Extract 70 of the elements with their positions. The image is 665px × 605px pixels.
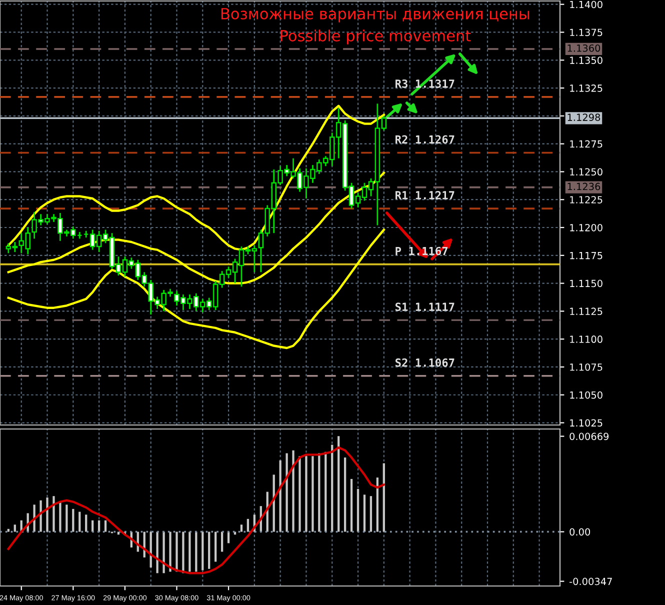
bar — [7, 528, 10, 532]
bar — [356, 488, 360, 532]
bar — [382, 463, 385, 532]
bar — [344, 458, 346, 532]
y-tick-label: 1.1175 — [570, 252, 602, 260]
y-tick-label: 1.1225 — [570, 196, 602, 204]
y-tick-label: 1.1400 — [570, 0, 602, 8]
bar — [220, 532, 224, 552]
y-tick-label: 1.1125 — [570, 308, 602, 316]
bar — [156, 532, 158, 574]
bar — [78, 512, 81, 532]
bar — [324, 452, 327, 532]
bar — [376, 478, 378, 532]
bar — [188, 532, 191, 572]
bar — [85, 514, 88, 532]
y-tick-label: 1.1150 — [570, 280, 602, 288]
y-tick-label: 0.00 — [570, 528, 590, 536]
y-tick-label: 1.1075 — [570, 363, 602, 371]
line-series — [7, 446, 386, 574]
y-tick-label: -0.00347 — [570, 578, 612, 586]
bar — [240, 524, 243, 532]
y-tick-label: 1.1250 — [570, 168, 602, 176]
bar — [169, 532, 172, 572]
annotation: S2 1.1067 — [396, 358, 454, 367]
chart-title: Возможные варианты движения цены — [221, 8, 530, 22]
bar — [104, 520, 107, 532]
y-tick-label: 1.1350 — [570, 56, 602, 64]
bar — [292, 450, 294, 532]
annotation: R2 1.1267 — [396, 135, 454, 144]
bar — [72, 508, 74, 532]
ref-line-label: 1.1236 — [568, 182, 600, 190]
bar — [246, 518, 250, 532]
y-tick-label: 1.1200 — [570, 224, 602, 232]
bar — [59, 502, 62, 532]
ref-line-label: 1.1298 — [568, 114, 600, 121]
bar — [298, 456, 301, 532]
y-tick-label: 0.00669 — [570, 432, 609, 440]
y-tick-label: 1.1375 — [570, 28, 602, 36]
bar — [52, 496, 55, 532]
bar — [46, 498, 48, 532]
bar — [14, 524, 16, 532]
y-tick-label: 1.1050 — [570, 391, 602, 399]
y-tick-label: 1.1325 — [570, 84, 602, 92]
bar — [331, 444, 334, 532]
line-series — [7, 228, 386, 350]
text: Possible price movement — [280, 30, 471, 44]
bar — [286, 453, 288, 532]
bar — [176, 532, 178, 572]
bar — [195, 532, 198, 572]
y-tick-label: 1.1025 — [570, 419, 602, 427]
bar — [214, 532, 217, 562]
bar — [350, 478, 353, 532]
annotation: R1 1.1217 — [396, 191, 454, 200]
bar — [182, 532, 184, 574]
bar — [312, 456, 314, 532]
bar — [162, 532, 165, 574]
bar — [66, 504, 68, 532]
y-tick-label: 1.1100 — [570, 336, 602, 343]
line-series — [7, 172, 386, 284]
bar — [318, 453, 320, 532]
ref-line-label: 1.1360 — [568, 44, 600, 52]
y-tick-label: 1.1275 — [570, 140, 602, 148]
bar — [370, 496, 372, 532]
bar — [202, 532, 204, 570]
bar — [40, 500, 42, 532]
bar — [363, 494, 366, 532]
bar — [305, 456, 308, 532]
annotation: S1 1.1117 — [396, 302, 454, 312]
bar — [338, 436, 340, 532]
bar — [208, 532, 210, 569]
